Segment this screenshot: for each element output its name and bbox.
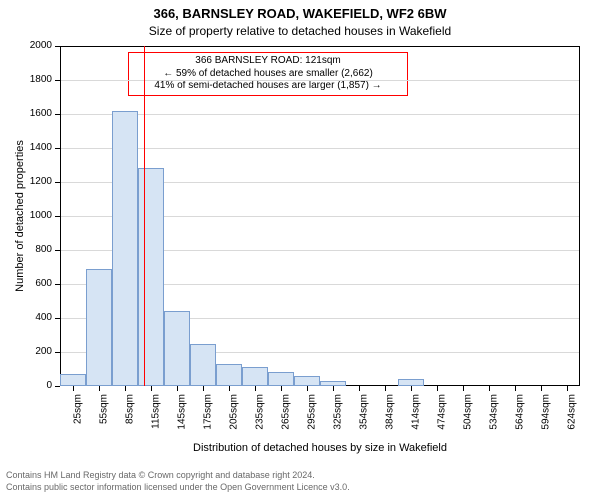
bar [60, 374, 86, 386]
grid-line [61, 80, 579, 81]
y-tick-label: 1400 [0, 142, 52, 153]
y-tick-label: 2000 [0, 40, 52, 51]
x-tick [281, 386, 282, 391]
annotation-line: 41% of semi-detached houses are larger (… [133, 80, 403, 93]
bar [294, 376, 320, 386]
x-tick-label: 205sqm [229, 394, 240, 444]
x-tick-label: 175sqm [203, 394, 214, 444]
y-tick [55, 250, 60, 251]
x-tick [73, 386, 74, 391]
x-tick-label: 235sqm [255, 394, 266, 444]
chart-subtitle: Size of property relative to detached ho… [0, 24, 600, 38]
x-tick-label: 145sqm [177, 394, 188, 444]
y-tick-label: 400 [0, 312, 52, 323]
footer-line: Contains public sector information licen… [6, 482, 350, 493]
chart-container: 366, BARNSLEY ROAD, WAKEFIELD, WF2 6BW S… [0, 0, 600, 500]
grid-line [61, 148, 579, 149]
x-tick [307, 386, 308, 391]
x-tick-label: 564sqm [515, 394, 526, 444]
x-tick-label: 594sqm [541, 394, 552, 444]
x-tick [489, 386, 490, 391]
x-tick [359, 386, 360, 391]
bar [190, 344, 216, 387]
y-tick [55, 182, 60, 183]
y-tick [55, 352, 60, 353]
grid-line [61, 114, 579, 115]
y-tick-label: 1000 [0, 210, 52, 221]
y-tick-label: 1200 [0, 176, 52, 187]
x-tick [515, 386, 516, 391]
y-tick-label: 0 [0, 380, 52, 391]
x-tick [99, 386, 100, 391]
bar [112, 111, 138, 386]
y-tick [55, 148, 60, 149]
annotation-line: 366 BARNSLEY ROAD: 121sqm [133, 55, 403, 68]
annotation-line: ← 59% of detached houses are smaller (2,… [133, 68, 403, 81]
bar [242, 367, 268, 386]
x-tick [255, 386, 256, 391]
y-tick-label: 600 [0, 278, 52, 289]
y-tick-label: 200 [0, 346, 52, 357]
x-tick [125, 386, 126, 391]
x-tick-label: 265sqm [281, 394, 292, 444]
y-tick [55, 80, 60, 81]
x-tick-label: 474sqm [437, 394, 448, 444]
x-axis-label: Distribution of detached houses by size … [60, 442, 580, 454]
y-tick [55, 284, 60, 285]
x-tick [203, 386, 204, 391]
y-tick [55, 114, 60, 115]
x-tick-label: 624sqm [567, 394, 578, 444]
x-tick [229, 386, 230, 391]
x-tick [411, 386, 412, 391]
y-tick [55, 318, 60, 319]
x-tick-label: 25sqm [73, 394, 84, 444]
x-tick-label: 325sqm [333, 394, 344, 444]
x-tick [463, 386, 464, 391]
chart-title: 366, BARNSLEY ROAD, WAKEFIELD, WF2 6BW [0, 6, 600, 21]
x-tick [177, 386, 178, 391]
annotation-box: 366 BARNSLEY ROAD: 121sqm ← 59% of detac… [128, 52, 408, 96]
bar [216, 364, 242, 386]
x-tick [385, 386, 386, 391]
bar [268, 372, 294, 386]
y-tick-label: 800 [0, 244, 52, 255]
x-tick-label: 384sqm [385, 394, 396, 444]
x-tick-label: 295sqm [307, 394, 318, 444]
y-tick [55, 386, 60, 387]
y-tick-label: 1800 [0, 74, 52, 85]
reference-line [144, 46, 145, 386]
y-tick [55, 46, 60, 47]
x-tick [151, 386, 152, 391]
footer-line: Contains HM Land Registry data © Crown c… [6, 470, 315, 481]
x-tick-label: 504sqm [463, 394, 474, 444]
x-tick [333, 386, 334, 391]
bar [86, 269, 112, 386]
bar [138, 168, 164, 386]
bar [164, 311, 190, 386]
x-tick-label: 115sqm [151, 394, 162, 444]
x-tick-label: 354sqm [359, 394, 370, 444]
x-tick-label: 414sqm [411, 394, 422, 444]
x-tick-label: 534sqm [489, 394, 500, 444]
x-tick-label: 85sqm [125, 394, 136, 444]
x-tick [541, 386, 542, 391]
y-tick-label: 1600 [0, 108, 52, 119]
x-tick [567, 386, 568, 391]
y-tick [55, 216, 60, 217]
x-tick [437, 386, 438, 391]
x-tick-label: 55sqm [99, 394, 110, 444]
bar [398, 379, 424, 386]
